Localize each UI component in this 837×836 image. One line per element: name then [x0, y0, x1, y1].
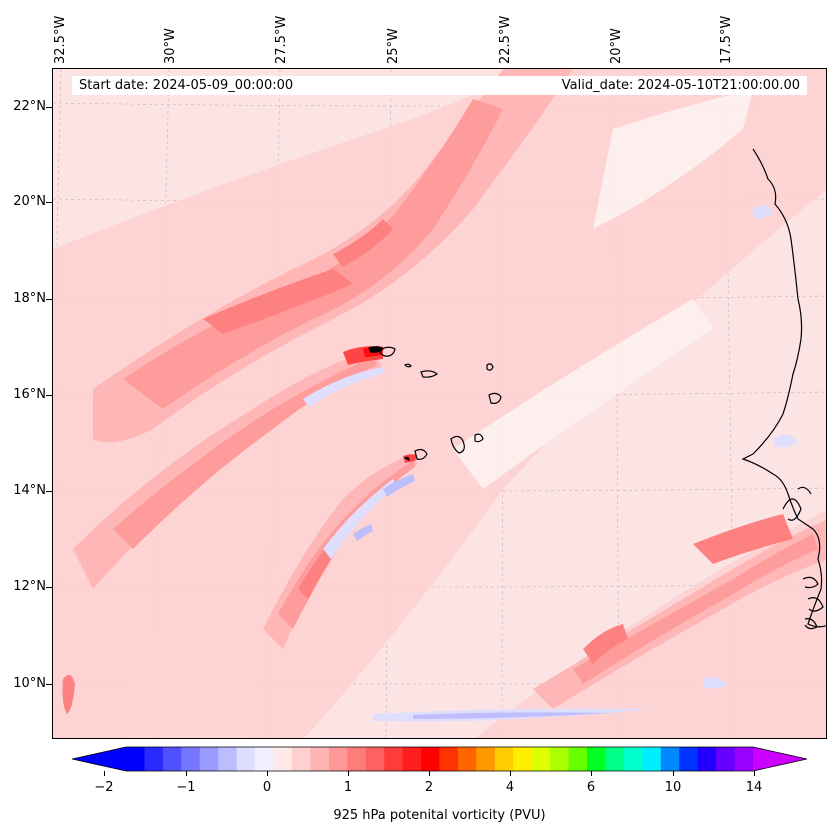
longitude-label-text: 17.5°W — [719, 15, 734, 64]
colorbar-segment — [697, 747, 717, 771]
longitude-label: 25°W — [386, 8, 403, 64]
start-date-label: Start date: 2024-05-09_00:00:00 — [79, 78, 294, 93]
latitude-label: 16°N — [13, 387, 46, 402]
colorbar-segment — [679, 747, 699, 771]
colorbar-tick-label: −1 — [176, 780, 196, 795]
colorbar-segment — [734, 747, 754, 771]
colorbar-segment — [310, 747, 330, 771]
valid-date-label: Valid_date: 2024-05-10T21:00:00.00 — [561, 78, 800, 93]
latitude-tick — [46, 107, 52, 108]
info-bar: Start date: 2024-05-09_00:00:00 Valid_da… — [72, 76, 807, 95]
colorbar-segment — [550, 747, 570, 771]
longitude-label: 17.5°W — [719, 8, 736, 64]
colorbar-tick-label: 1 — [343, 780, 353, 795]
colorbar-tick — [186, 771, 187, 776]
longitude-label-text: 32.5°W — [53, 15, 68, 64]
colorbar-segment — [384, 747, 404, 771]
colorbar-segment — [347, 747, 367, 771]
colorbar-tick — [348, 771, 349, 776]
map-panel — [52, 68, 827, 739]
colorbar-segment — [162, 747, 182, 771]
longitude-label-text: 27.5°W — [274, 15, 289, 64]
colorbar-segment — [494, 747, 514, 771]
colorbar-segment — [199, 747, 219, 771]
latitude-label: 12°N — [13, 579, 46, 594]
latitude-tick — [46, 684, 52, 685]
latitude-tick — [46, 299, 52, 300]
colorbar-segment — [660, 747, 680, 771]
colorbar-outline — [72, 746, 807, 772]
colorbar-extend-min — [72, 747, 126, 771]
longitude-label-text: 30°W — [163, 28, 178, 64]
latitude-label: 20°N — [13, 194, 46, 209]
colorbar-segment — [476, 747, 496, 771]
longitude-label-text: 20°W — [609, 28, 624, 64]
colorbar-segment — [144, 747, 164, 771]
pv-contours — [53, 69, 826, 738]
colorbar-segment — [457, 747, 477, 771]
colorbar-segment — [513, 747, 533, 771]
colorbar-segment — [273, 747, 293, 771]
longitude-label: 32.5°W — [53, 8, 70, 64]
colorbar-extend-max — [753, 747, 807, 771]
colorbar-segment — [716, 747, 736, 771]
latitude-tick — [46, 587, 52, 588]
colorbar-segment — [642, 747, 662, 771]
colorbar-segment — [605, 747, 625, 771]
colorbar-tick — [267, 771, 268, 776]
colorbar-segment — [181, 747, 201, 771]
latitude-label: 18°N — [13, 291, 46, 306]
latitude-tick — [46, 395, 52, 396]
colorbar-segment — [328, 747, 348, 771]
latitude-tick — [46, 491, 52, 492]
colorbar-segment — [255, 747, 275, 771]
colorbar-tick — [104, 771, 105, 776]
latitude-label: 10°N — [13, 676, 46, 691]
colorbar-segment — [531, 747, 551, 771]
colorbar-tick-label: −2 — [94, 780, 114, 795]
colorbar-segment — [587, 747, 606, 771]
colorbar-segment — [421, 747, 440, 771]
colorbar-segment — [439, 747, 459, 771]
colorbar-tick — [673, 771, 674, 776]
colorbar-tick-label: 2 — [424, 780, 434, 795]
colorbar-tick-label: 4 — [505, 780, 515, 795]
colorbar-segment — [218, 747, 238, 771]
latitude-label: 22°N — [13, 99, 46, 114]
longitude-label-text: 25°W — [386, 28, 401, 64]
colorbar-tick — [591, 771, 592, 776]
colorbar-segment — [126, 747, 145, 771]
colorbar-segment — [291, 747, 311, 771]
longitude-label: 27.5°W — [274, 8, 291, 64]
colorbar-segment — [236, 747, 256, 771]
colorbar-title: 925 hPa potenital vorticity (PVU) — [333, 808, 546, 823]
colorbar-tick — [754, 771, 755, 776]
latitude-tick — [46, 202, 52, 203]
colorbar-tick — [510, 771, 511, 776]
colorbar — [72, 746, 807, 772]
colorbar-tick-label: 14 — [745, 780, 763, 795]
colorbar-segment — [623, 747, 643, 771]
longitude-label: 30°W — [163, 8, 180, 64]
latitude-label: 14°N — [13, 483, 46, 498]
colorbar-segment — [568, 747, 588, 771]
colorbar-segment — [365, 747, 385, 771]
pv-field — [53, 69, 826, 738]
coastline — [368, 148, 826, 630]
colorbar-segment — [402, 747, 422, 771]
colorbar-tick-label: 6 — [586, 780, 596, 795]
colorbar-tick — [429, 771, 430, 776]
longitude-label-text: 22.5°W — [498, 15, 513, 64]
longitude-label: 20°W — [609, 8, 626, 64]
colorbar-tick-label: 0 — [262, 780, 272, 795]
colorbar-tick-label: 10 — [664, 780, 682, 795]
longitude-label: 22.5°W — [498, 8, 515, 64]
